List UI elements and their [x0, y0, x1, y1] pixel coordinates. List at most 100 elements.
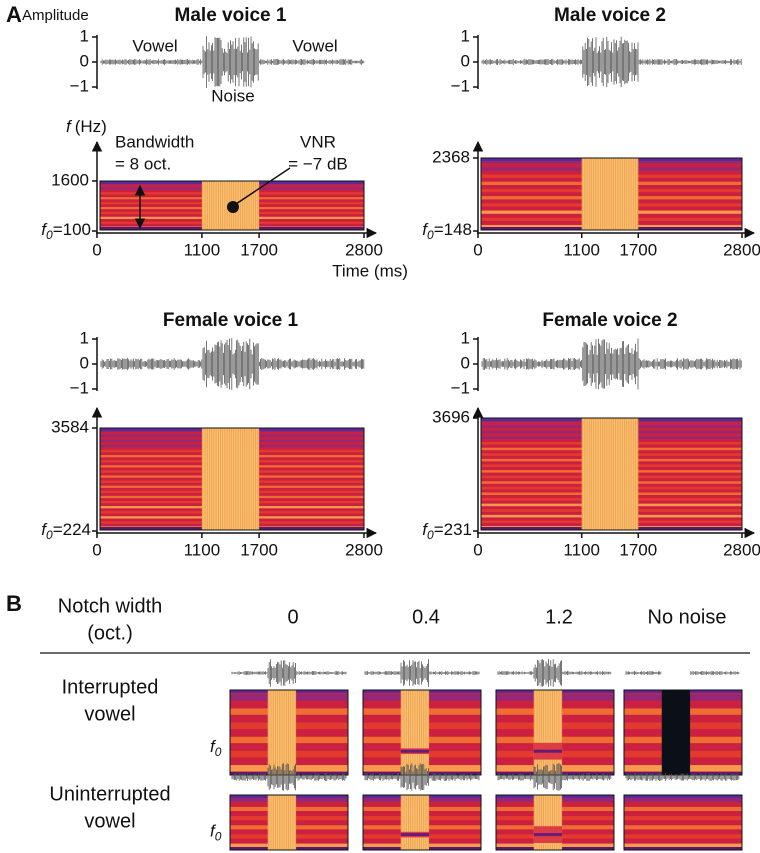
noise-texture	[534, 795, 562, 850]
x-tick-label: 1700	[619, 240, 657, 259]
x-tick-label: 2800	[345, 240, 383, 259]
column-header: No noise	[648, 606, 727, 628]
harmonic	[624, 834, 742, 839]
f0-label: f0	[210, 822, 222, 844]
panel-title: Female voice 1	[163, 310, 299, 331]
x-tick-label: 1100	[184, 240, 221, 259]
frame	[229, 794, 349, 851]
f0-subscript: 0	[427, 528, 434, 542]
amplitude-tick-label: 1	[80, 328, 89, 347]
column-header: 1.2	[545, 606, 573, 628]
f0-subscript: 0	[46, 228, 53, 242]
noise	[581, 158, 639, 230]
waveform	[481, 338, 742, 390]
amplitude-tick-label: 0	[461, 51, 470, 70]
y-tick-label: 2368	[432, 147, 470, 166]
frame	[99, 180, 365, 231]
harmonic	[624, 797, 742, 802]
annotation: Vowel	[292, 36, 337, 55]
f0-value: =100	[53, 220, 91, 239]
amplitude-label: Amplitude	[22, 7, 89, 24]
panel-title: Female voice 2	[542, 310, 677, 331]
f0-symbol: f	[210, 822, 217, 841]
vnr-dot	[227, 201, 239, 213]
row-label: vowel	[84, 703, 135, 725]
waveform	[231, 659, 347, 687]
panel-label: B	[6, 591, 22, 616]
noise-texture	[401, 690, 429, 775]
column-header: 0	[287, 606, 298, 628]
x-tick-label: 1700	[240, 540, 278, 559]
x-tick-label: 1700	[240, 240, 278, 259]
row-label: Interrupted	[62, 676, 159, 698]
noise	[201, 428, 260, 530]
waveform	[100, 338, 365, 390]
freq-unit: (Hz)	[75, 117, 107, 136]
notch-harmonic	[533, 749, 563, 753]
waveform	[100, 36, 365, 88]
amplitude-tick-label: −1	[70, 76, 89, 95]
x-tick-label: 1700	[619, 540, 657, 559]
waveform	[364, 659, 480, 687]
y-tick-label: f0=224	[41, 520, 91, 542]
frame	[229, 689, 349, 776]
frame	[623, 689, 743, 776]
y-tick-label: f0=231	[422, 520, 472, 542]
waveform	[625, 671, 740, 675]
harmonic	[624, 843, 742, 848]
f0-symbol: f	[41, 220, 48, 239]
y-tick-label: f0=100	[41, 220, 91, 242]
amplitude-tick-label: 0	[80, 353, 89, 372]
silence	[661, 690, 691, 775]
waveform	[481, 36, 742, 88]
time-label: Time (ms)	[332, 261, 408, 280]
f0-symbol: f	[41, 520, 48, 539]
x-tick-label: 0	[92, 240, 101, 259]
amplitude-tick-label: −1	[451, 76, 470, 95]
notch-harmonic	[533, 833, 563, 837]
x-tick-label: 0	[92, 540, 101, 559]
y-tick-label: f0=148	[422, 220, 472, 242]
noise	[581, 418, 639, 530]
harmonic	[624, 806, 742, 812]
noise-texture	[582, 158, 639, 230]
notch-harmonic	[400, 749, 430, 753]
f0-label: f0	[210, 737, 222, 759]
x-tick-label: 0	[473, 540, 482, 559]
f0-value: =231	[434, 520, 472, 539]
x-tick-label: 1100	[184, 540, 221, 559]
x-tick-label: 2800	[345, 540, 383, 559]
f0-symbol: f	[422, 220, 429, 239]
noise-texture	[534, 690, 562, 775]
x-tick-label: 1100	[563, 240, 600, 259]
header: (oct.)	[87, 622, 133, 644]
f0-value: =148	[434, 220, 472, 239]
noise-texture	[401, 795, 429, 850]
amplitude-tick-label: 1	[80, 26, 89, 45]
annotation: VNR	[300, 132, 336, 151]
annotation: Noise	[211, 86, 254, 105]
y-tick-label: 1600	[51, 170, 89, 189]
waveform	[364, 763, 480, 791]
amplitude-tick-label: 0	[461, 353, 470, 372]
waveform	[497, 763, 612, 791]
waveform	[231, 763, 347, 791]
f0-subscript: 0	[427, 228, 434, 242]
amplitude-tick-label: −1	[70, 378, 89, 397]
waveform	[625, 773, 740, 781]
noise-texture	[268, 690, 296, 775]
spectrogram-top	[624, 795, 742, 798]
freq-symbol: f	[66, 117, 73, 136]
amplitude-tick-label: 1	[461, 328, 470, 347]
x-tick-label: 2800	[723, 540, 760, 559]
frame	[480, 417, 743, 531]
freq-label: f (Hz)	[66, 117, 107, 136]
frame	[362, 689, 482, 776]
annotation: = 8 oct.	[115, 154, 171, 173]
frame	[495, 794, 615, 851]
panel-title: Male voice 1	[175, 5, 287, 26]
noise-texture	[202, 428, 259, 530]
annotation: Vowel	[132, 36, 177, 55]
harmonic	[624, 825, 742, 830]
panel-label: A	[6, 2, 22, 27]
